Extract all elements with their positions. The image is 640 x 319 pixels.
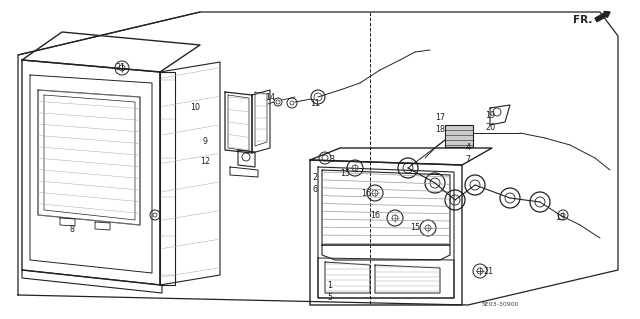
Text: 3: 3 (330, 155, 335, 165)
Text: 9: 9 (202, 137, 207, 146)
Text: 5: 5 (328, 293, 333, 301)
Text: 16: 16 (370, 211, 380, 219)
Text: 17: 17 (435, 114, 445, 122)
Text: 8: 8 (70, 226, 74, 234)
Text: 21: 21 (483, 266, 493, 276)
Text: 18: 18 (435, 125, 445, 135)
Text: 12: 12 (200, 158, 210, 167)
Text: 1: 1 (328, 280, 333, 290)
Text: 14: 14 (265, 93, 275, 101)
Text: 11: 11 (310, 99, 320, 108)
Text: SE03-30900: SE03-30900 (481, 302, 519, 308)
Text: 16: 16 (361, 189, 371, 197)
Text: 7: 7 (465, 155, 470, 165)
Text: 2: 2 (312, 174, 317, 182)
Text: 15: 15 (340, 168, 350, 177)
Text: 21: 21 (115, 63, 125, 72)
Text: 13: 13 (555, 213, 565, 222)
Text: FR.: FR. (573, 15, 592, 25)
Bar (445, 125, 473, 147)
Text: 10: 10 (190, 103, 200, 113)
Text: 20: 20 (485, 122, 495, 131)
FancyArrow shape (595, 11, 610, 22)
Text: 4: 4 (465, 144, 470, 152)
Text: 19: 19 (485, 110, 495, 120)
Text: 6: 6 (312, 186, 317, 195)
Text: 15: 15 (410, 224, 420, 233)
